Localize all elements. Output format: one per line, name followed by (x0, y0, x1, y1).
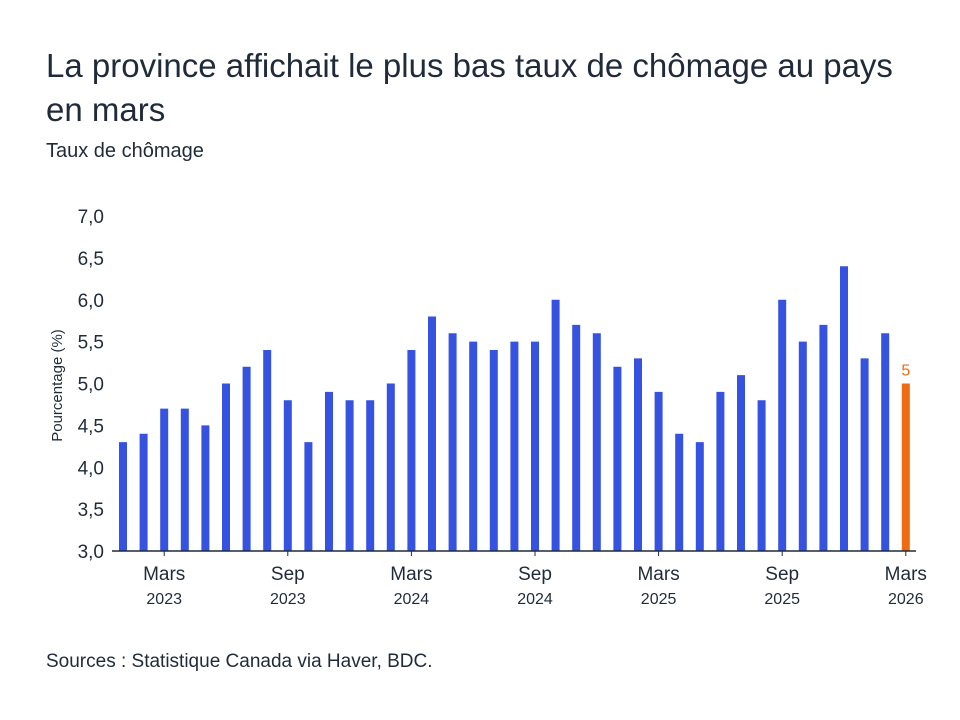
x-tick-year: 2025 (641, 591, 677, 608)
bar (634, 358, 642, 551)
y-tick-label: 3,0 (78, 542, 104, 563)
bar (778, 299, 787, 551)
bar (675, 433, 684, 551)
x-tick-year: 2024 (394, 591, 430, 608)
x-tick-month: Sep (271, 564, 305, 585)
x-tick-month: Mars (390, 564, 432, 585)
y-tick-label: 3,5 (78, 500, 104, 521)
bar (428, 316, 436, 551)
y-tick-label: 5,0 (78, 375, 104, 396)
bar (448, 333, 457, 551)
bar (119, 442, 127, 551)
bar (551, 299, 560, 551)
bar-highlighted (901, 383, 910, 551)
bar (840, 266, 848, 551)
bar (222, 383, 230, 551)
y-tick-label: 4,5 (78, 416, 104, 437)
bar (283, 400, 292, 551)
data-label-last: 5 (901, 363, 910, 380)
x-tick-month: Mars (143, 564, 185, 585)
y-tick-label: 5,5 (78, 333, 104, 354)
bar (592, 333, 601, 551)
bar (531, 341, 539, 551)
x-tick-year: 2023 (270, 591, 306, 608)
source-note: Sources : Statistique Canada via Haver, … (46, 651, 433, 672)
bar (139, 433, 148, 551)
bar (757, 400, 766, 551)
x-tick-year: 2025 (764, 591, 800, 608)
bar (345, 400, 354, 551)
bar (386, 383, 395, 551)
bar (654, 391, 663, 551)
y-tick-label: 6,5 (78, 249, 104, 270)
x-tick-year: 2024 (517, 591, 553, 608)
x-axis-ticks: Mars 2023 Sep 2023 Mars 2024 Sep 2024 Mars 2025 Se… (143, 551, 927, 608)
y-axis-label: Pourcentage (%) (49, 329, 66, 442)
bar (304, 442, 313, 551)
bar (180, 408, 189, 551)
bar (366, 400, 375, 551)
bar (160, 408, 169, 551)
bar (201, 425, 210, 551)
chart-title: La province affichait le plus bas taux d… (46, 47, 893, 128)
x-tick-month: Mars (885, 564, 927, 585)
chart-subtitle: Taux de chômage (46, 140, 204, 162)
x-tick-month: Sep (518, 564, 552, 585)
y-tick-label: 4,0 (78, 458, 104, 479)
bar (819, 324, 828, 551)
bar (242, 366, 251, 551)
x-tick-year: 2023 (146, 591, 182, 608)
bar (263, 350, 272, 551)
bar (489, 350, 498, 551)
bar (695, 442, 704, 551)
bar (325, 391, 333, 551)
x-tick-year: 2026 (888, 591, 924, 608)
bar (798, 341, 807, 551)
bar (716, 391, 725, 551)
bar (737, 375, 745, 551)
x-tick-month: Mars (637, 564, 679, 585)
bar (572, 324, 581, 551)
y-tick-label: 7,0 (78, 207, 104, 228)
y-tick-label: 6,0 (78, 291, 104, 312)
y-axis-ticks: 3,0 3,5 4,0 4,5 5,0 5,5 6,0 6,5 7,0 (78, 207, 104, 563)
bar (860, 358, 869, 551)
bar (407, 350, 416, 551)
bar (510, 341, 519, 551)
bars (119, 266, 910, 551)
bar (469, 341, 478, 551)
x-tick-month: Sep (765, 564, 799, 585)
bar (613, 366, 622, 551)
bar (881, 333, 890, 551)
